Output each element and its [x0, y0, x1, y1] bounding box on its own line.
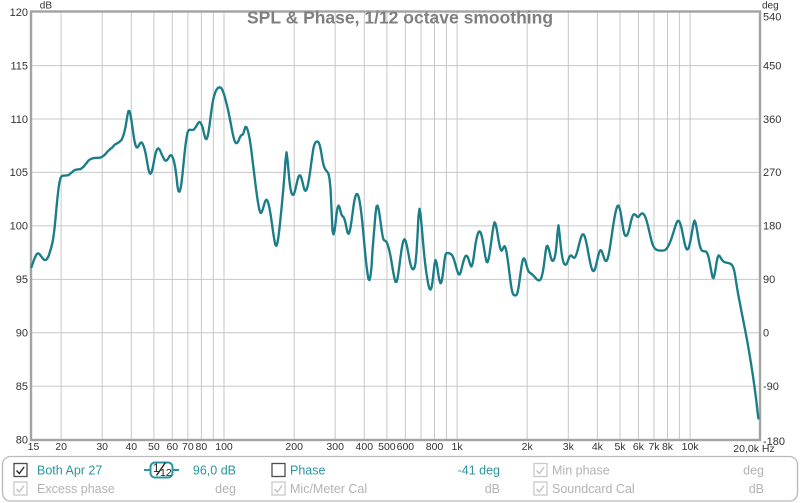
- svg-text:30: 30: [96, 441, 108, 453]
- svg-text:96,0 dB: 96,0 dB: [193, 463, 236, 477]
- svg-text:115: 115: [10, 60, 28, 72]
- svg-text:Excess phase: Excess phase: [37, 482, 115, 496]
- svg-text:80: 80: [196, 441, 208, 453]
- svg-text:300: 300: [326, 441, 344, 453]
- svg-text:1k: 1k: [452, 441, 464, 453]
- svg-text:20: 20: [55, 441, 67, 453]
- svg-text:50: 50: [148, 441, 160, 453]
- svg-text:180: 180: [763, 221, 781, 233]
- svg-text:12: 12: [160, 467, 172, 479]
- svg-text:70: 70: [182, 441, 194, 453]
- svg-text:SPL & Phase, 1/12 octave smoot: SPL & Phase, 1/12 octave smoothing: [247, 7, 553, 27]
- svg-text:85: 85: [16, 381, 28, 393]
- svg-text:540: 540: [763, 11, 781, 23]
- svg-text:105: 105: [10, 167, 28, 179]
- svg-text:dB: dB: [40, 1, 53, 12]
- svg-text:600: 600: [397, 441, 415, 453]
- svg-text:270: 270: [763, 167, 781, 179]
- svg-text:360: 360: [763, 114, 781, 126]
- svg-text:8k: 8k: [662, 441, 674, 453]
- svg-text:dB: dB: [485, 482, 500, 496]
- svg-text:500: 500: [378, 441, 396, 453]
- svg-text:7k: 7k: [648, 441, 660, 453]
- svg-text:110: 110: [10, 114, 28, 126]
- svg-text:95: 95: [16, 274, 28, 286]
- svg-text:450: 450: [763, 60, 781, 72]
- svg-text:100: 100: [10, 221, 28, 233]
- svg-text:deg: deg: [762, 1, 779, 12]
- svg-text:6k: 6k: [633, 441, 645, 453]
- svg-text:0: 0: [763, 328, 769, 340]
- svg-text:90: 90: [763, 274, 775, 286]
- svg-text:deg: deg: [743, 463, 764, 477]
- svg-text:2k: 2k: [522, 441, 534, 453]
- svg-text:120: 120: [10, 7, 28, 19]
- svg-text:deg: deg: [215, 482, 236, 496]
- svg-text:800: 800: [426, 441, 444, 453]
- svg-text:Min phase: Min phase: [552, 463, 610, 477]
- svg-text:Mic/Meter Cal: Mic/Meter Cal: [290, 482, 367, 496]
- svg-text:3k: 3k: [563, 441, 575, 453]
- svg-text:Both Apr 27: Both Apr 27: [37, 463, 102, 477]
- svg-text:15: 15: [28, 441, 40, 453]
- svg-text:Phase: Phase: [290, 463, 325, 477]
- svg-text:dB: dB: [749, 482, 764, 496]
- svg-text:Soundcard Cal: Soundcard Cal: [552, 482, 635, 496]
- svg-text:10k: 10k: [682, 441, 700, 453]
- svg-text:80: 80: [16, 435, 28, 447]
- svg-text:400: 400: [356, 441, 374, 453]
- svg-text:4k: 4k: [592, 441, 604, 453]
- svg-text:90: 90: [16, 328, 28, 340]
- svg-text:-180: -180: [763, 436, 785, 448]
- svg-text:200: 200: [285, 441, 303, 453]
- svg-text:40: 40: [125, 441, 137, 453]
- svg-text:100: 100: [215, 441, 233, 453]
- svg-text:1: 1: [153, 463, 159, 475]
- svg-text:5k: 5k: [614, 441, 626, 453]
- svg-text:60: 60: [166, 441, 178, 453]
- svg-text:-41 deg: -41 deg: [458, 463, 500, 477]
- svg-text:-90: -90: [763, 381, 779, 393]
- svg-text:20,0k Hz: 20,0k Hz: [733, 443, 774, 455]
